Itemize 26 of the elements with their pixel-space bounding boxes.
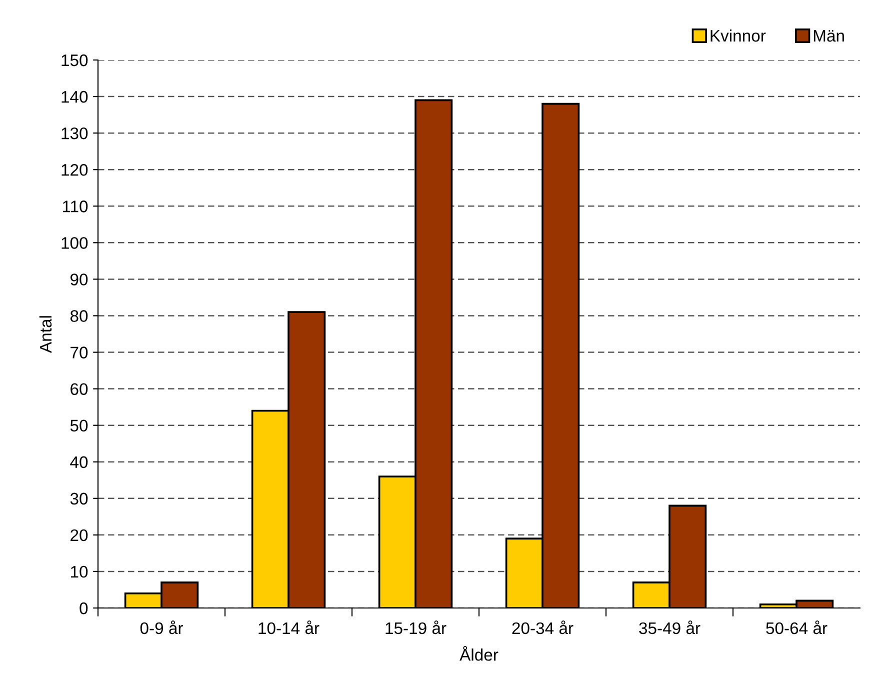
y-tick-label: 30 (70, 492, 88, 505)
y-tick-label: 70 (70, 346, 88, 358)
y-tick-label: 50 (70, 420, 88, 432)
y-tick-label: 20 (70, 529, 88, 542)
y-tick-label: 80 (70, 310, 88, 322)
x-tick-label: 0-9 år (140, 620, 183, 634)
y-tick-label: 0 (80, 602, 88, 614)
y-tick-label: 100 (62, 237, 88, 249)
x-tick-label: 50-64 år (766, 620, 828, 634)
x-tick-label: 15-19 år (386, 620, 446, 634)
y-tick-label: 120 (62, 164, 88, 176)
x-tick-label: 35-49 år (639, 620, 700, 634)
y-tick-label: 90 (70, 274, 88, 286)
x-tick-label: 10-14 år (258, 620, 320, 634)
y-tick-label: 150 (62, 54, 88, 66)
y-tick-label: 140 (62, 90, 88, 103)
y-tick-label: 130 (62, 127, 88, 140)
y-tick-label: 60 (70, 383, 88, 396)
legend-label: Kvinnor (710, 29, 766, 42)
x-tick-label: 20-34 år (512, 620, 574, 634)
y-tick-label: 40 (70, 456, 88, 468)
y-tick-label: 10 (71, 566, 88, 578)
legend-label: Män (814, 30, 844, 42)
x-axis-title: Ålder (460, 646, 498, 661)
y-tick-label: 110 (62, 200, 88, 212)
y-axis-title: Antal (39, 316, 52, 353)
